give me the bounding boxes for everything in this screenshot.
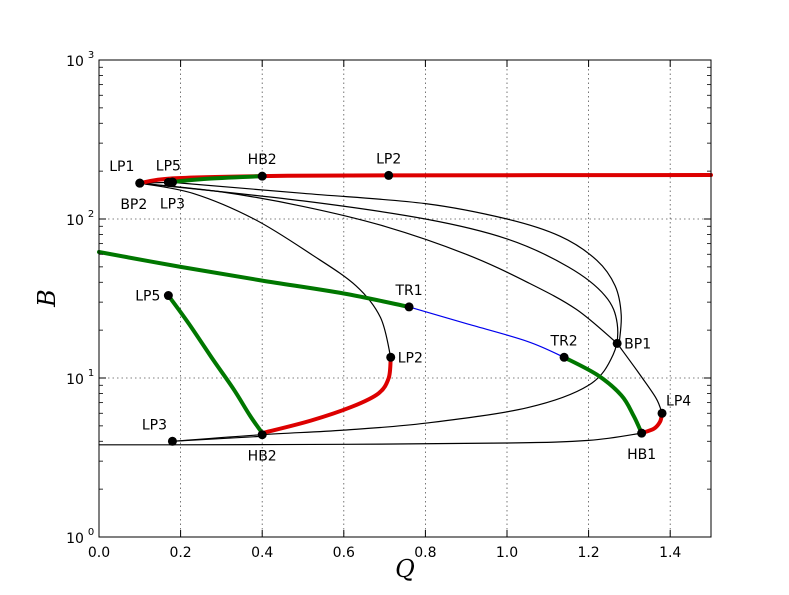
- y-tick-exponent: 0: [88, 527, 94, 538]
- series-group: [97, 173, 713, 446]
- x-tick-label: 0.2: [169, 545, 191, 561]
- x-tick-label: 0.0: [88, 545, 110, 561]
- point-marker: [386, 352, 396, 362]
- series-line: [616, 342, 663, 414]
- x-tick-label: 0.8: [414, 545, 436, 561]
- x-ticks: 0.0 0.2 0.4 0.6 0.8 1.0 1.2 1.4: [88, 60, 681, 561]
- y-tick-exponent: 3: [88, 50, 94, 61]
- x-tick-label: 1.2: [577, 545, 599, 561]
- point-label: LP3: [142, 417, 167, 433]
- x-tick-label: 0.6: [333, 545, 355, 561]
- point-marker: [384, 170, 394, 180]
- x-tick-label: 1.4: [659, 545, 681, 561]
- x-tick-label: 1.0: [496, 545, 518, 561]
- point-marker: [559, 352, 569, 362]
- y-tick-label: 10: [66, 54, 84, 70]
- point-label: TR1: [394, 283, 422, 299]
- point-label: HB2: [248, 449, 277, 465]
- y-tick-label: 10: [66, 372, 84, 388]
- point-marker: [657, 408, 667, 418]
- series-line: [139, 182, 619, 442]
- series-line: [166, 293, 265, 436]
- y-tick-exponent: 1: [88, 368, 94, 379]
- point-label: BP2: [120, 197, 147, 213]
- point-marker: [612, 338, 622, 348]
- point-label: TR2: [550, 333, 578, 349]
- y-tick-label: 10: [66, 213, 84, 229]
- plot-frame: [98, 59, 712, 538]
- series-line: [171, 181, 622, 344]
- series-line: [260, 355, 393, 436]
- point-marker: [163, 291, 173, 301]
- point-marker: [257, 430, 267, 440]
- point-marker: [135, 178, 145, 188]
- y-tick-exponent: 2: [88, 209, 94, 220]
- y-ticks: 10 0 10 1 10 2 10 3: [66, 50, 711, 547]
- x-axis-label: Q: [395, 555, 415, 583]
- point-label: LP5: [135, 289, 160, 305]
- series-line: [139, 182, 618, 344]
- y-axis-label: B: [33, 289, 61, 308]
- grid: [99, 60, 711, 537]
- point-label: LP2: [376, 151, 401, 167]
- series-line: [171, 435, 263, 442]
- series-line: [408, 306, 565, 358]
- series-line: [562, 355, 644, 436]
- x-tick-label: 0.4: [251, 545, 273, 561]
- point-marker: [257, 171, 267, 181]
- annotation-group: LP1 LP5 BP2 LP3 HB2 LP2 TR1 LP5 LP2 TR2 BP1 LP4 HB1 L…: [109, 151, 691, 464]
- point-marker: [404, 302, 414, 312]
- marker-group: [135, 170, 667, 446]
- point-label: HB1: [627, 447, 656, 463]
- point-label: LP4: [666, 393, 691, 409]
- series-line: [97, 250, 412, 309]
- point-label: LP1: [109, 159, 134, 175]
- point-label: LP2: [398, 350, 423, 366]
- point-label: LP3: [160, 196, 185, 212]
- point-label: HB2: [248, 152, 277, 168]
- point-label: LP5: [156, 158, 181, 174]
- y-tick-label: 10: [66, 531, 84, 547]
- point-label: BP1: [624, 336, 651, 352]
- series-line: [139, 182, 392, 358]
- point-marker: [167, 436, 177, 446]
- point-marker: [167, 177, 177, 187]
- point-marker: [637, 428, 647, 438]
